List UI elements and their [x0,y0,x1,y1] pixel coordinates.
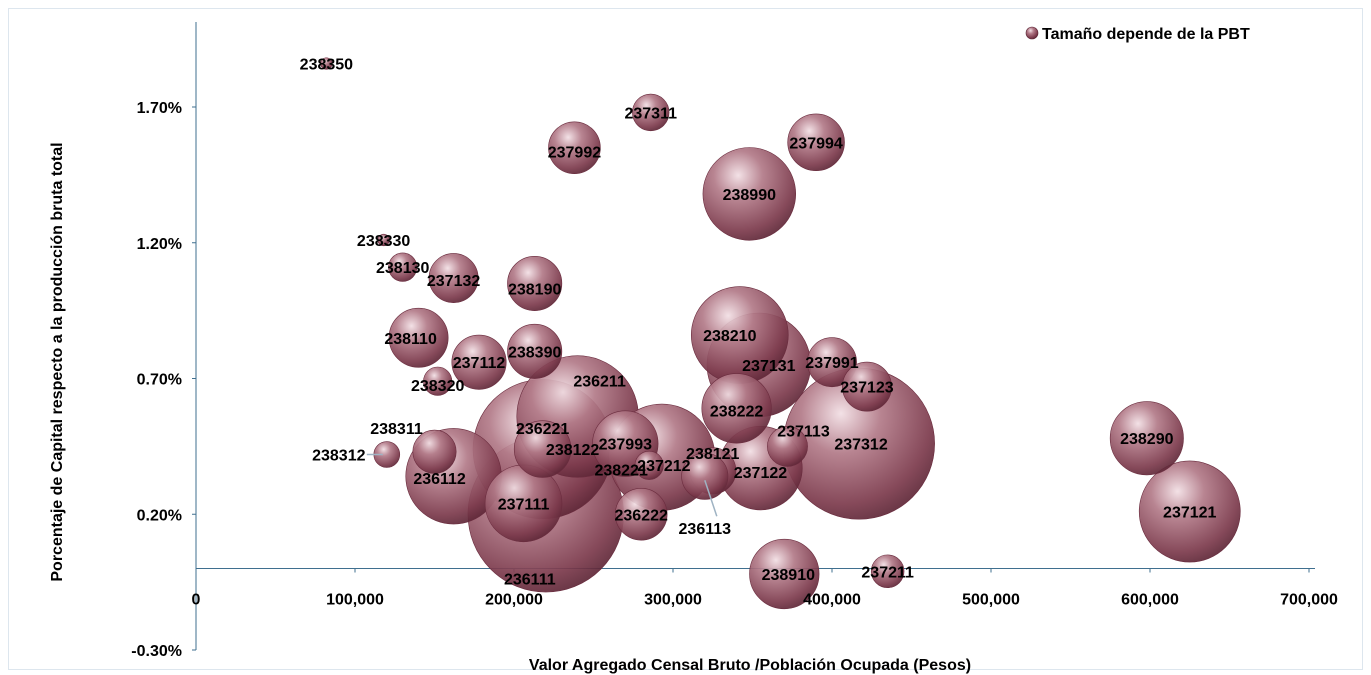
x-tick-label: 0 [192,592,201,609]
data-label-237991: 237991 [805,355,858,372]
bubble-238221 [634,450,664,480]
bubble-238320 [423,366,453,396]
data-label-238210: 238210 [703,328,756,345]
y-tick-label: 0.70% [137,372,182,389]
bubble-237991 [807,337,857,388]
bubble-238990 [702,147,797,241]
y-axis-title: Porcentaje de Capital respecto a la prod… [49,142,66,581]
data-label-238330: 238330 [357,233,410,250]
bubble-237121 [1138,460,1241,563]
y-tick-label: 1.20% [137,236,182,253]
x-tick-label: 100,000 [326,592,384,609]
bubble-236113 [681,452,729,500]
x-tick-label: 400,000 [803,592,861,609]
x-tick-label: 600,000 [1121,592,1179,609]
data-label-238311: 238311 [370,421,423,438]
x-tick-label: 200,000 [485,592,543,609]
data-label-238350: 238350 [300,57,353,74]
data-label-238320: 238320 [411,378,464,395]
data-label-237131: 237131 [742,358,795,375]
data-label-237123: 237123 [840,380,893,397]
data-label-237111: 237111 [498,496,550,513]
tick-labels: 1.70% 1.20% 0.70% 0.20% -0.30% 0 100,000 200,00… [131,100,1338,660]
bubble-237992 [548,121,601,174]
data-label-238222: 238222 [710,403,763,420]
bubble-238311 [412,429,457,474]
data-label-237122: 237122 [734,465,787,482]
data-labels: 238350 237311 237992 237994 238990 238330 2381… [300,57,1217,589]
leader-line [704,480,718,517]
data-label-238312: 238312 [312,448,365,465]
data-label-237212: 237212 [637,458,690,475]
y-tick-label: 0.20% [137,507,182,524]
y-tick-label: 1.70% [137,100,182,117]
bubble-238390 [507,323,563,379]
legend-label: Tamaño depende de la PBT [1042,26,1250,43]
x-tick-label: 700,000 [1280,592,1338,609]
bubble-237132 [428,253,479,303]
data-label-236221: 236221 [516,421,569,438]
data-label-237113: 237113 [777,423,830,440]
data-label-238290: 238290 [1120,431,1173,448]
x-axis-title: Valor Agregado Censal Bruto /Población O… [529,657,971,674]
data-label-238221: 238221 [594,462,647,479]
data-label-237211: 237211 [861,564,914,581]
data-label-236222: 236222 [615,507,668,524]
data-label-237311: 237311 [624,105,677,122]
data-label-237312: 237312 [834,437,887,454]
bubble-238222 [701,373,772,444]
data-label-237993: 237993 [599,437,652,454]
data-label-236112: 236112 [413,471,466,488]
bubble-237113 [767,425,808,467]
data-label-238910: 238910 [762,567,815,584]
data-label-238190: 238190 [508,281,561,298]
x-tick-label: 500,000 [962,592,1020,609]
bubble-238130 [388,252,418,282]
data-label-238110: 238110 [384,331,437,348]
data-label-236211: 236211 [573,374,626,391]
bubble-238110 [388,307,449,368]
data-label-238390: 238390 [508,344,561,361]
data-label-238990: 238990 [723,187,776,204]
bubble-238910 [749,538,820,610]
bubble-236222 [614,488,668,541]
data-label-237112: 237112 [453,355,506,372]
bubble-237994 [787,113,845,172]
chart-frame [8,8,1363,670]
bubble-238350 [320,57,333,70]
data-label-237992: 237992 [548,145,601,162]
bubble-series [320,57,1241,610]
bubble-238190 [507,255,563,311]
data-label-238121: 238121 [686,446,739,463]
bubble-238122 [513,420,572,478]
data-label-236113: 236113 [679,521,732,538]
data-label-238122: 238122 [546,442,599,459]
data-label-238130: 238130 [376,260,429,277]
bubble-238290 [1109,401,1184,476]
y-tick-label: -0.30% [131,643,182,660]
bubble-237123 [842,361,892,412]
legend: Tamaño depende de la PBT [1025,26,1250,43]
bubble-237211 [870,554,905,588]
bubble-237112 [451,334,507,390]
data-label-237121: 237121 [1163,505,1216,522]
data-label-237132: 237132 [427,273,480,290]
bubble-237311 [632,93,670,132]
legend-marker [1025,26,1039,40]
x-tick-label: 300,000 [644,592,702,609]
data-label-237994: 237994 [789,135,842,152]
data-label-236111: 236111 [504,571,556,588]
bubble-238330 [377,233,390,247]
